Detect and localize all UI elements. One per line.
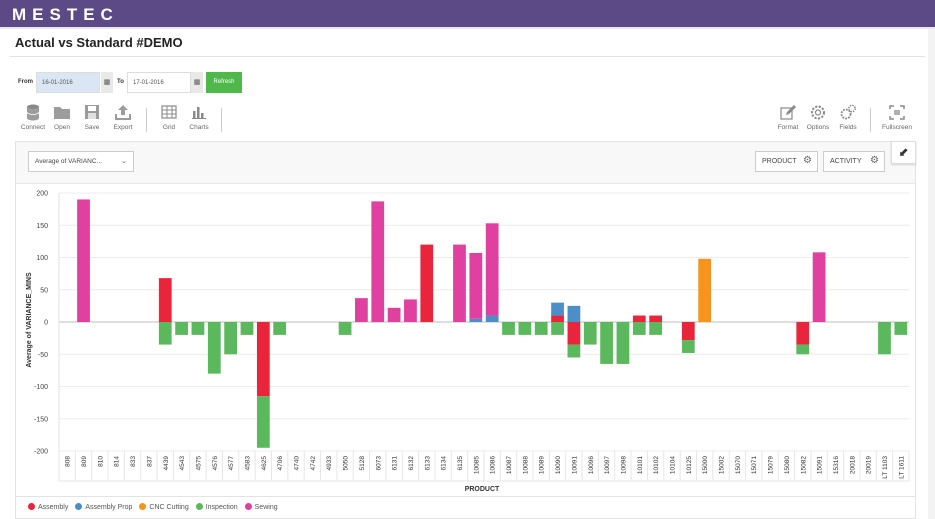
connect-button[interactable]: Connect — [17, 104, 49, 131]
legend-label: Assembly Prop — [85, 504, 133, 511]
grid-label: Grid — [162, 124, 176, 131]
gear-icon: ⚙ — [870, 155, 879, 166]
legend-item-assembly-prop[interactable]: Assembly Prop — [75, 503, 132, 511]
activity-filter-label: ACTIVITY — [830, 158, 862, 165]
gear-icon: ⚙ — [803, 155, 812, 166]
legend-item-sewing[interactable]: Sewing — [244, 503, 278, 511]
format-button[interactable]: Format — [774, 104, 802, 131]
database-icon — [26, 104, 40, 121]
legend-dot-icon — [75, 503, 83, 510]
pencil-icon — [780, 105, 796, 120]
save-label: Save — [84, 124, 100, 131]
export-button[interactable]: Export — [109, 104, 137, 131]
export-icon — [115, 105, 131, 120]
bar-chart-icon — [192, 107, 206, 119]
fullscreen-icon — [889, 105, 905, 120]
gears-icon — [840, 104, 856, 120]
legend-dot-icon — [28, 503, 35, 510]
fields-label: Fields — [839, 124, 857, 131]
toolbar-divider — [221, 108, 222, 132]
header-divider — [0, 27, 935, 29]
legend-dot-icon — [244, 503, 252, 510]
legend-label: CNC Cutting — [149, 504, 189, 511]
refresh-button[interactable]: Refresh — [206, 72, 242, 93]
grid-button[interactable]: Grid — [157, 104, 181, 131]
title-divider — [10, 56, 925, 57]
product-filter-button[interactable]: PRODUCT ⚙ — [755, 151, 818, 172]
folder-icon — [54, 107, 70, 119]
charts-button[interactable]: Charts — [186, 104, 212, 131]
legend-label: Assembly — [38, 504, 69, 511]
legend-item-inspection[interactable]: Inspection — [195, 503, 238, 511]
chart-panel — [15, 141, 916, 519]
chart-legend: Assembly Assembly Prop CNC Cutting Inspecti… — [28, 503, 285, 511]
toolbar-divider — [146, 108, 147, 132]
export-label: Export — [113, 124, 133, 131]
to-label: To — [117, 79, 124, 85]
charts-label: Charts — [189, 124, 209, 131]
measure-dropdown-label: Average of VARIANC... — [35, 158, 102, 165]
app-header: MESTEC — [0, 0, 935, 27]
options-label: Options — [806, 124, 830, 131]
fullscreen-label: Fullscreen — [882, 124, 912, 131]
collapse-arrow-icon[interactable]: ⬋ — [891, 141, 916, 164]
legend-dot-icon — [195, 503, 203, 510]
open-button[interactable]: Open — [50, 104, 74, 131]
toolbar-divider — [870, 108, 871, 132]
legend-label: Inspection — [205, 504, 238, 511]
brand-logo: MESTEC — [12, 5, 119, 24]
from-label: From — [18, 79, 33, 85]
grid-icon — [161, 105, 177, 119]
format-label: Format — [777, 124, 799, 131]
page-title: Actual vs Standard #DEMO — [15, 35, 183, 50]
connect-label: Connect — [20, 124, 46, 131]
legend-label: Sewing — [254, 504, 278, 511]
legend-dot-icon — [139, 503, 147, 510]
measure-dropdown[interactable]: Average of VARIANC... ⌄ — [28, 151, 134, 172]
legend-divider — [16, 496, 915, 497]
product-filter-label: PRODUCT — [762, 158, 797, 165]
to-date-input[interactable]: 17-01-2016 — [127, 72, 191, 93]
activity-filter-button[interactable]: ACTIVITY ⚙ — [823, 151, 885, 172]
floppy-icon — [85, 105, 99, 119]
fields-button[interactable]: Fields — [835, 104, 861, 131]
from-calendar-icon[interactable]: ▦ — [101, 72, 113, 93]
save-button[interactable]: Save — [80, 104, 104, 131]
page-scrollbar[interactable] — [928, 29, 935, 519]
legend-item-assembly[interactable]: Assembly — [28, 503, 68, 511]
chevron-down-icon: ⌄ — [121, 158, 127, 165]
gear-icon — [811, 105, 825, 120]
open-label: Open — [54, 124, 70, 131]
legend-item-cnc-cutting[interactable]: CNC Cutting — [139, 503, 189, 511]
options-button[interactable]: Options — [803, 104, 833, 131]
from-date-input[interactable]: 16-01-2016 — [36, 72, 100, 93]
to-calendar-icon[interactable]: ▦ — [191, 72, 203, 93]
fullscreen-button[interactable]: Fullscreen — [878, 104, 916, 131]
